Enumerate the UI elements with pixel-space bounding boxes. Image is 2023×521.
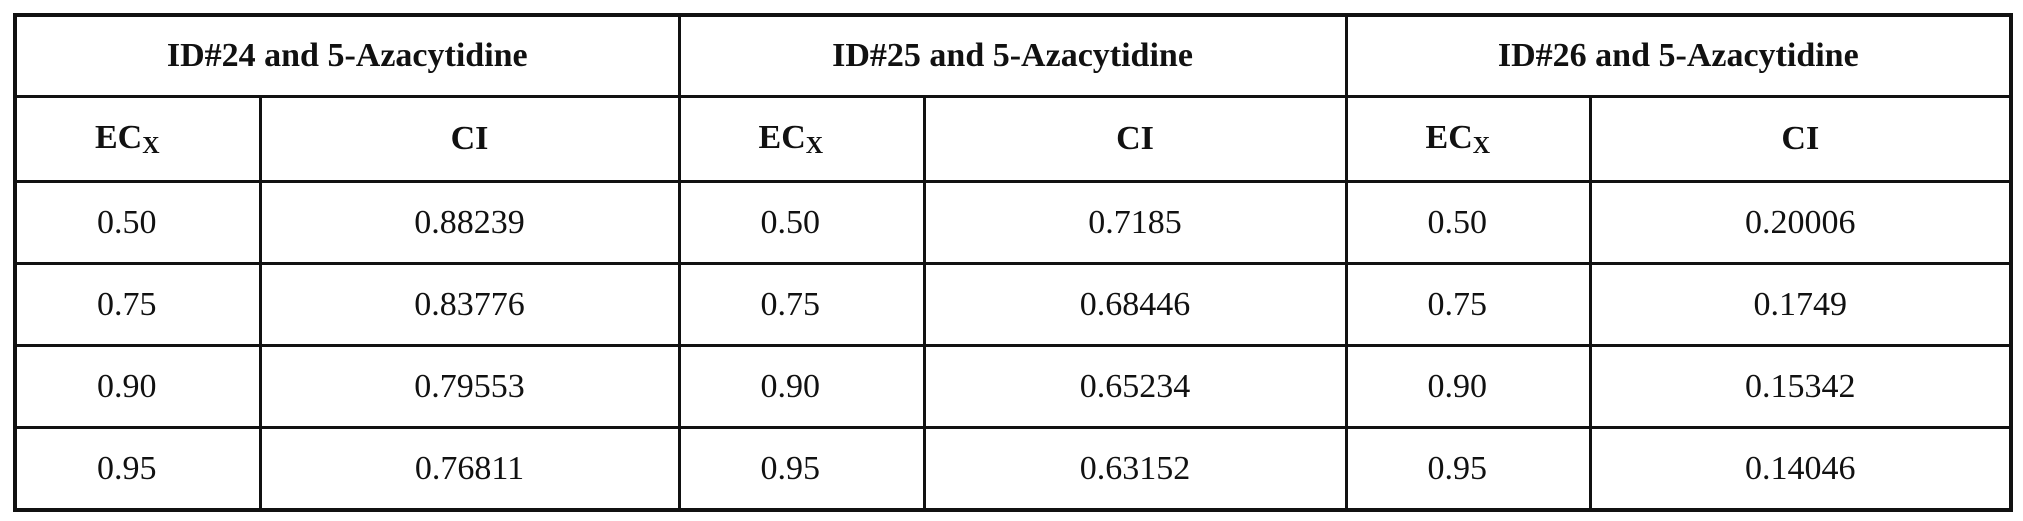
ec-cell: 0.50 bbox=[15, 182, 260, 264]
data-row: 0.750.837760.750.684460.750.1749 bbox=[15, 264, 2011, 346]
column-label: EC bbox=[95, 119, 142, 156]
group-header-row: ID#24 and 5-AzacytidineID#25 and 5-Azacy… bbox=[15, 15, 2011, 97]
column-header: CI bbox=[260, 97, 679, 182]
group-header: ID#26 and 5-Azacytidine bbox=[1346, 15, 2011, 97]
column-label: CI bbox=[1116, 120, 1154, 157]
column-header-row: ECXCIECXCIECXCI bbox=[15, 97, 2011, 182]
column-label: EC bbox=[1426, 119, 1473, 156]
column-label: EC bbox=[759, 119, 806, 156]
ec-cell: 0.50 bbox=[1346, 182, 1590, 264]
ci-cell: 0.20006 bbox=[1590, 182, 2011, 264]
ci-cell: 0.68446 bbox=[924, 264, 1346, 346]
ci-cell: 0.88239 bbox=[260, 182, 679, 264]
ec-cell: 0.90 bbox=[679, 346, 924, 428]
column-subscript: X bbox=[806, 133, 823, 159]
ec-cell: 0.90 bbox=[15, 346, 260, 428]
page: ID#24 and 5-AzacytidineID#25 and 5-Azacy… bbox=[0, 0, 2023, 521]
column-label: CI bbox=[451, 120, 489, 157]
data-row: 0.950.768110.950.631520.950.14046 bbox=[15, 428, 2011, 511]
column-header: CI bbox=[1590, 97, 2011, 182]
column-header: ECX bbox=[1346, 97, 1590, 182]
ec-cell: 0.90 bbox=[1346, 346, 1590, 428]
column-header: CI bbox=[924, 97, 1346, 182]
ci-cell: 0.15342 bbox=[1590, 346, 2011, 428]
ec-cell: 0.95 bbox=[679, 428, 924, 511]
column-subscript: X bbox=[142, 133, 159, 159]
ci-cell: 0.79553 bbox=[260, 346, 679, 428]
column-header: ECX bbox=[679, 97, 924, 182]
data-row: 0.900.795530.900.652340.900.15342 bbox=[15, 346, 2011, 428]
column-subscript: X bbox=[1473, 133, 1490, 159]
group-header: ID#25 and 5-Azacytidine bbox=[679, 15, 1346, 97]
ci-cell: 0.63152 bbox=[924, 428, 1346, 511]
ci-cell: 0.65234 bbox=[924, 346, 1346, 428]
ec-cell: 0.95 bbox=[15, 428, 260, 511]
column-header: ECX bbox=[15, 97, 260, 182]
ec-cell: 0.95 bbox=[1346, 428, 1590, 511]
ec-cell: 0.75 bbox=[1346, 264, 1590, 346]
ci-cell: 0.7185 bbox=[924, 182, 1346, 264]
ci-cell: 0.1749 bbox=[1590, 264, 2011, 346]
ci-cell: 0.83776 bbox=[260, 264, 679, 346]
data-row: 0.500.882390.500.71850.500.20006 bbox=[15, 182, 2011, 264]
ec-cell: 0.75 bbox=[679, 264, 924, 346]
ci-cell: 0.14046 bbox=[1590, 428, 2011, 511]
results-table: ID#24 and 5-AzacytidineID#25 and 5-Azacy… bbox=[13, 13, 2013, 512]
group-header: ID#24 and 5-Azacytidine bbox=[15, 15, 679, 97]
ec-cell: 0.50 bbox=[679, 182, 924, 264]
ci-cell: 0.76811 bbox=[260, 428, 679, 511]
ec-cell: 0.75 bbox=[15, 264, 260, 346]
column-label: CI bbox=[1781, 120, 1819, 157]
